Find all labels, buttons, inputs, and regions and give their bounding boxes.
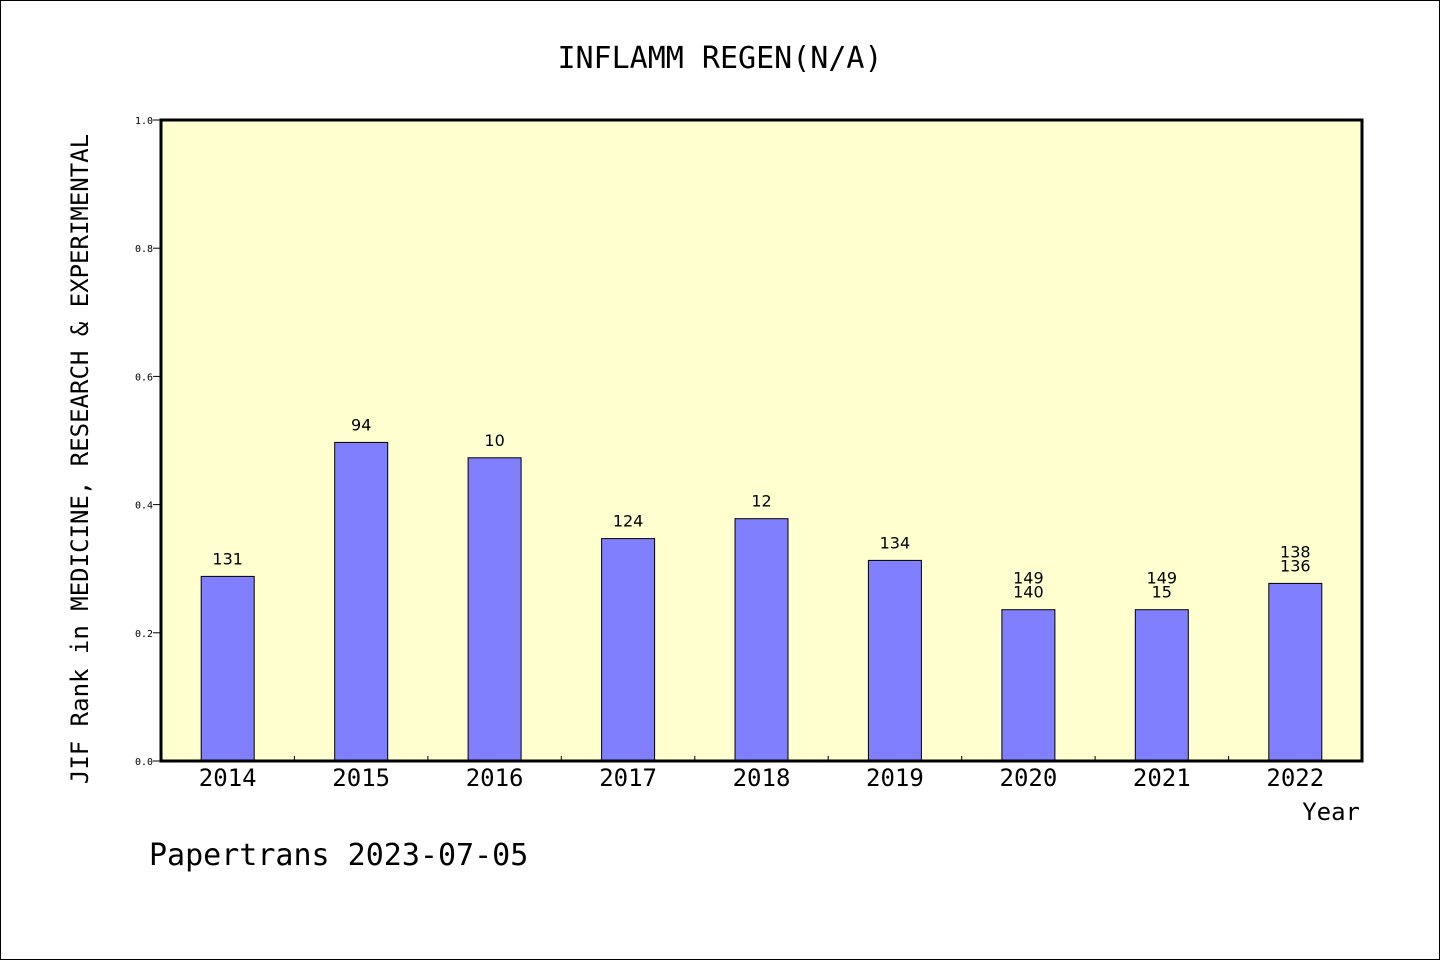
y-tick-label: 0.4 [135, 501, 153, 512]
bar-2019 [867, 559, 922, 762]
plot-border [159, 118, 1364, 763]
bar-value-label: 136 [1280, 556, 1311, 575]
x-tick-label: 2015 [332, 764, 390, 792]
bar-value-label: 131 [212, 549, 243, 568]
x-tick-label: 2022 [1266, 764, 1324, 792]
bar-value-label: 149 [1147, 569, 1178, 588]
y-tick-label: 0.2 [135, 629, 153, 640]
y-axis-label: JIF Rank in MEDICINE, RESEARCH & EXPERIM… [66, 134, 94, 784]
bars-group [200, 441, 1323, 762]
x-tick-label: 2014 [199, 764, 257, 792]
x-axis-label: Year [1302, 798, 1360, 826]
bar-value-label: 140 [1013, 583, 1044, 602]
footer-text: Papertrans 2023-07-05 [149, 838, 528, 873]
chart-title: INFLAMM REGEN(N/A) [557, 41, 882, 76]
x-tick-label: 2021 [1133, 764, 1191, 792]
y-tick-label: 0.0 [135, 757, 153, 768]
bar-value-label: 15 [1152, 583, 1172, 602]
bar-value-label: 124 [613, 512, 644, 531]
bar-2022 [1268, 582, 1323, 762]
bar-2014 [200, 575, 255, 762]
x-tick-label: 2017 [599, 764, 657, 792]
y-axis: 0.0 0.2 0.4 0.6 0.8 1.0 [135, 116, 161, 768]
y-tick-label: 0.6 [135, 372, 153, 383]
bar-value-label: 138 [1280, 542, 1311, 561]
y-tick-label: 1.0 [135, 116, 153, 127]
x-tick-label: 2020 [1000, 764, 1058, 792]
bar-2015 [334, 441, 389, 762]
x-tick-label: 2019 [866, 764, 924, 792]
bar-value-label: 12 [751, 492, 771, 511]
bar-2020 [1001, 609, 1056, 762]
bar-2018 [734, 518, 789, 762]
bar-value-label: 10 [484, 431, 504, 450]
bar-2021 [1134, 609, 1189, 762]
x-tick-label: 2016 [466, 764, 524, 792]
x-tick-label: 2018 [733, 764, 791, 792]
y-tick-label: 0.8 [135, 244, 153, 255]
bar-2016 [467, 457, 522, 762]
bar-value-label: 94 [351, 415, 371, 434]
bar-value-label: 149 [1013, 569, 1044, 588]
x-axis: 2014 2015 2016 2017 2018 2019 2020 2021 2022 [199, 756, 1324, 792]
bar-2017 [601, 538, 656, 762]
bar-value-label: 134 [880, 533, 911, 552]
